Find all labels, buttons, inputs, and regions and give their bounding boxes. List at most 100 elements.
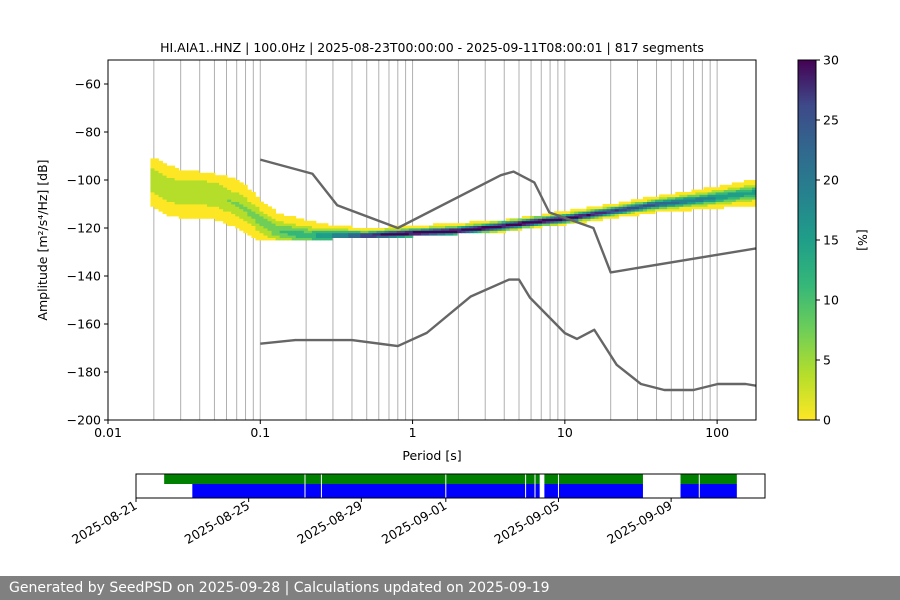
psd-cell bbox=[416, 228, 422, 231]
psd-cell bbox=[723, 204, 729, 207]
psd-cell bbox=[707, 196, 712, 200]
psd-cell bbox=[453, 223, 458, 226]
psd-cell bbox=[247, 228, 252, 231]
psd-cell bbox=[392, 228, 398, 231]
psd-cell bbox=[441, 228, 446, 231]
psd-cell bbox=[598, 213, 603, 217]
psd-cell bbox=[747, 184, 753, 188]
psd-cell bbox=[255, 235, 260, 238]
psd-cell bbox=[711, 204, 717, 207]
psd-cell bbox=[162, 206, 167, 210]
psd-cell bbox=[186, 196, 192, 200]
psd-cell bbox=[529, 218, 535, 222]
psd-cell bbox=[647, 206, 652, 210]
psd-cell bbox=[735, 187, 741, 190]
psd-cell bbox=[170, 165, 176, 169]
psd-cell bbox=[743, 196, 749, 200]
psd-cell bbox=[320, 223, 325, 226]
psd-cell bbox=[194, 189, 200, 193]
psd-cell bbox=[384, 230, 390, 234]
psd-cell bbox=[243, 230, 248, 234]
y-tick-label: −120 bbox=[67, 221, 101, 236]
psd-cell bbox=[194, 206, 200, 210]
psd-cell bbox=[227, 182, 232, 186]
psd-cell bbox=[683, 206, 688, 210]
psd-cell bbox=[303, 220, 309, 224]
used-data-span bbox=[680, 484, 737, 498]
psd-cell bbox=[659, 199, 664, 202]
timeline-tick-label: 2025-09-01 bbox=[379, 498, 449, 547]
psd-cell bbox=[194, 199, 200, 202]
psd-cell bbox=[429, 230, 434, 234]
psd-cell bbox=[731, 201, 737, 205]
psd-cell bbox=[671, 199, 676, 202]
psd-cell bbox=[586, 211, 591, 214]
psd-cell bbox=[239, 228, 244, 231]
psd-cell bbox=[263, 237, 268, 241]
psd-cell bbox=[396, 232, 402, 236]
psd-cell bbox=[227, 206, 232, 210]
psd-cell bbox=[178, 175, 184, 178]
psd-cell bbox=[162, 184, 167, 188]
psd-cell bbox=[376, 235, 381, 238]
psd-cell bbox=[154, 192, 159, 195]
psd-cell bbox=[247, 230, 252, 234]
psd-cell bbox=[166, 208, 172, 212]
psd-cell bbox=[247, 232, 252, 236]
psd-cell bbox=[307, 235, 313, 238]
psd-cell bbox=[202, 196, 208, 200]
psd-cell bbox=[186, 194, 192, 198]
psd-cell bbox=[315, 228, 321, 231]
psd-cell bbox=[590, 218, 595, 222]
psd-cell bbox=[235, 184, 240, 188]
psd-cell bbox=[198, 201, 204, 205]
psd-cell bbox=[509, 228, 515, 231]
psd-cell bbox=[586, 208, 591, 212]
psd-cell bbox=[533, 220, 539, 224]
colorbar-tick-label: 25 bbox=[823, 113, 839, 128]
psd-cell bbox=[251, 220, 256, 224]
psd-cell bbox=[215, 194, 220, 198]
psd-cell bbox=[606, 206, 612, 210]
psd-cell bbox=[630, 201, 636, 205]
psd-cell bbox=[715, 199, 721, 202]
psd-cell bbox=[247, 189, 252, 193]
psd-cell bbox=[182, 196, 188, 200]
psd-cell bbox=[251, 194, 256, 198]
psd-cell bbox=[465, 230, 470, 234]
psd-cell bbox=[154, 175, 159, 178]
psd-cell bbox=[263, 230, 268, 234]
psd-cell bbox=[251, 201, 256, 205]
psd-cell bbox=[626, 213, 632, 217]
psd-cell bbox=[154, 182, 159, 186]
psd-cell bbox=[529, 216, 535, 219]
psd-cell bbox=[231, 223, 236, 226]
psd-cell bbox=[158, 208, 163, 212]
psd-cell bbox=[150, 192, 155, 195]
psd-cell bbox=[610, 213, 616, 217]
psd-cell bbox=[215, 187, 220, 190]
psd-cell bbox=[243, 228, 248, 231]
psd-cell bbox=[215, 206, 220, 210]
psd-cell bbox=[194, 170, 200, 174]
psd-cell bbox=[711, 189, 717, 193]
psd-cell bbox=[263, 225, 268, 229]
psd-cell bbox=[162, 194, 167, 198]
low-noise-model-line bbox=[260, 278, 756, 392]
psd-cell bbox=[158, 165, 163, 169]
psd-cell bbox=[634, 211, 640, 214]
psd-cell bbox=[683, 196, 688, 200]
psd-cell bbox=[198, 172, 204, 176]
psd-cell bbox=[263, 211, 268, 214]
psd-cell bbox=[206, 184, 212, 188]
psd-cell bbox=[695, 206, 700, 210]
psd-cell bbox=[194, 182, 200, 186]
psd-cell bbox=[198, 199, 204, 202]
psd-cell bbox=[182, 184, 188, 188]
psd-cell bbox=[747, 194, 753, 198]
psd-cell bbox=[747, 196, 753, 200]
psd-cell bbox=[295, 235, 301, 238]
psd-cell bbox=[610, 206, 616, 210]
psd-cell bbox=[174, 182, 180, 186]
psd-cell bbox=[485, 225, 490, 229]
